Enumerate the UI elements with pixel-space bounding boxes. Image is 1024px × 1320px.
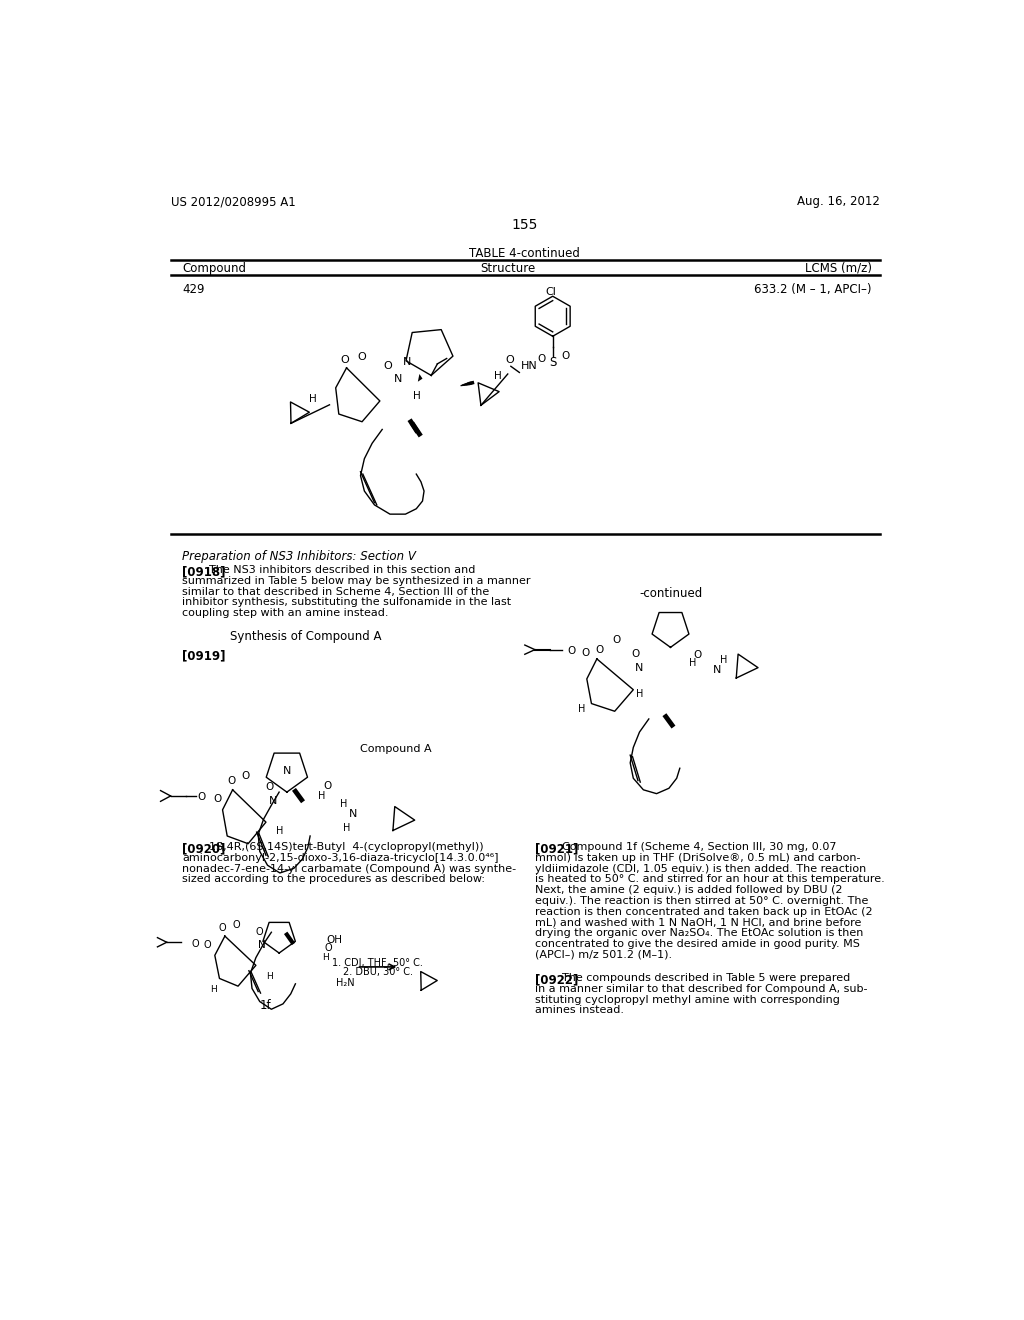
Text: Compound A: Compound A: [359, 743, 431, 754]
Text: [0918]: [0918]: [182, 565, 225, 578]
Text: O: O: [632, 649, 640, 659]
Text: H: H: [414, 391, 421, 400]
Text: O: O: [357, 352, 367, 362]
Text: is heated to 50° C. and stirred for an hour at this temperature.: is heated to 50° C. and stirred for an h…: [535, 875, 885, 884]
Text: Aug. 16, 2012: Aug. 16, 2012: [797, 195, 880, 209]
Text: O: O: [505, 355, 514, 366]
Text: H: H: [210, 986, 217, 994]
Text: aminocarbonyl-2,15-dioxo-3,16-diaza-tricyclo[14.3.0.0⁴⁶]: aminocarbonyl-2,15-dioxo-3,16-diaza-tric…: [182, 853, 499, 863]
Text: H: H: [217, 842, 224, 853]
Text: O: O: [198, 792, 206, 803]
Text: O: O: [582, 648, 590, 657]
Text: O: O: [232, 920, 241, 929]
Text: [0921]: [0921]: [535, 842, 579, 855]
Text: US 2012/0208995 A1: US 2012/0208995 A1: [171, 195, 295, 209]
Polygon shape: [418, 374, 423, 381]
Text: O: O: [325, 942, 332, 953]
Text: N: N: [258, 940, 266, 950]
Text: O: O: [265, 781, 273, 792]
Text: 2. DBU, 30° C.: 2. DBU, 30° C.: [343, 966, 413, 977]
Text: Compound 1f (Scheme 4, Section III, 30 mg, 0.07: Compound 1f (Scheme 4, Section III, 30 m…: [562, 842, 837, 853]
Text: H: H: [636, 689, 643, 698]
Text: equiv.). The reaction is then stirred at 50° C. overnight. The: equiv.). The reaction is then stirred at…: [535, 896, 868, 906]
Text: (APCI–) m/z 501.2 (M–1).: (APCI–) m/z 501.2 (M–1).: [535, 950, 672, 960]
Text: O: O: [219, 924, 226, 933]
Text: O: O: [256, 927, 263, 937]
Text: S: S: [549, 356, 556, 370]
Text: H: H: [343, 824, 350, 833]
Text: 633.2 (M – 1, APCI–): 633.2 (M – 1, APCI–): [755, 284, 872, 296]
Text: similar to that described in Scheme 4, Section III of the: similar to that described in Scheme 4, S…: [182, 586, 489, 597]
Text: O: O: [561, 351, 569, 360]
Text: H₂N: H₂N: [336, 978, 354, 989]
Text: H: H: [266, 972, 273, 981]
Text: H: H: [720, 656, 727, 665]
Text: Preparation of NS3 Inhibitors: Section V: Preparation of NS3 Inhibitors: Section V: [182, 549, 416, 562]
Text: mmol) is taken up in THF (DriSolve®, 0.5 mL) and carbon-: mmol) is taken up in THF (DriSolve®, 0.5…: [535, 853, 860, 863]
Text: O: O: [242, 771, 250, 781]
Text: O: O: [341, 355, 349, 366]
Text: H: H: [578, 704, 585, 714]
Text: -continued: -continued: [640, 586, 702, 599]
Text: H: H: [276, 825, 284, 836]
Text: [0920]: [0920]: [182, 842, 225, 855]
Text: O: O: [227, 776, 236, 785]
Text: N: N: [713, 665, 721, 676]
Text: H: H: [688, 657, 696, 668]
Text: HN: HN: [521, 362, 538, 371]
Text: inhibitor synthesis, substituting the sulfonamide in the last: inhibitor synthesis, substituting the su…: [182, 598, 511, 607]
Text: Structure: Structure: [480, 261, 536, 275]
Text: Compound: Compound: [182, 261, 246, 275]
Text: 1. CDI, THF, 50° C.: 1. CDI, THF, 50° C.: [332, 958, 423, 968]
Text: O: O: [567, 647, 575, 656]
Text: N: N: [348, 809, 357, 820]
Text: O: O: [213, 795, 221, 804]
Text: LCMS (m/z): LCMS (m/z): [805, 261, 872, 275]
Text: The NS3 inhibitors described in this section and: The NS3 inhibitors described in this sec…: [209, 565, 476, 576]
Text: H: H: [494, 371, 502, 380]
Text: 1S,4R,(6S,14S)tert-Butyl  4-(cyclopropyl(methyl)): 1S,4R,(6S,14S)tert-Butyl 4-(cyclopropyl(…: [209, 842, 484, 853]
Text: drying the organic over Na₂SO₄. The EtOAc solution is then: drying the organic over Na₂SO₄. The EtOA…: [535, 928, 863, 939]
Text: mL) and washed with 1 N NaOH, 1 N HCl, and brine before: mL) and washed with 1 N NaOH, 1 N HCl, a…: [535, 917, 861, 928]
Text: in a manner similar to that described for Compound A, sub-: in a manner similar to that described fo…: [535, 983, 867, 994]
Text: OH: OH: [327, 935, 342, 945]
Text: reaction is then concentrated and taken back up in EtOAc (2: reaction is then concentrated and taken …: [535, 907, 872, 917]
Text: O: O: [324, 781, 332, 791]
Text: N: N: [402, 358, 412, 367]
Text: N: N: [268, 796, 278, 807]
Text: N: N: [283, 766, 291, 776]
Text: O: O: [191, 939, 200, 949]
Text: H: H: [340, 799, 347, 809]
Text: O: O: [595, 644, 603, 655]
Text: O: O: [693, 649, 701, 660]
Text: coupling step with an amine instead.: coupling step with an amine instead.: [182, 609, 389, 618]
Text: 155: 155: [512, 218, 538, 232]
Text: H: H: [318, 791, 326, 801]
Text: Cl: Cl: [546, 286, 557, 297]
Text: H: H: [323, 953, 329, 962]
Text: amines instead.: amines instead.: [535, 1006, 624, 1015]
Text: [0922]: [0922]: [535, 973, 579, 986]
Text: N: N: [393, 375, 401, 384]
Text: concentrated to give the desired amide in good purity. MS: concentrated to give the desired amide i…: [535, 940, 860, 949]
Text: sized according to the procedures as described below:: sized according to the procedures as des…: [182, 875, 485, 884]
Text: N: N: [635, 663, 644, 673]
Text: O: O: [612, 635, 621, 644]
Text: TABLE 4-continued: TABLE 4-continued: [469, 247, 581, 260]
Text: O: O: [538, 354, 546, 363]
Text: Synthesis of Compound A: Synthesis of Compound A: [230, 630, 382, 643]
Text: stituting cyclopropyl methyl amine with corresponding: stituting cyclopropyl methyl amine with …: [535, 995, 840, 1005]
Text: summarized in Table 5 below may be synthesized in a manner: summarized in Table 5 below may be synth…: [182, 576, 530, 586]
Text: 1f: 1f: [260, 999, 271, 1012]
Text: H: H: [308, 395, 316, 404]
Text: nonadec-7-ene-14-yl carbamate (Compound A) was synthe-: nonadec-7-ene-14-yl carbamate (Compound …: [182, 863, 516, 874]
Text: The compounds described in Table 5 were prepared: The compounds described in Table 5 were …: [562, 973, 850, 983]
Text: yldiimidazole (CDI, 1.05 equiv.) is then added. The reaction: yldiimidazole (CDI, 1.05 equiv.) is then…: [535, 863, 866, 874]
Text: O: O: [383, 362, 392, 371]
Text: Next, the amine (2 equiv.) is added followed by DBU (2: Next, the amine (2 equiv.) is added foll…: [535, 886, 843, 895]
Text: [0919]: [0919]: [182, 649, 225, 663]
Text: O: O: [203, 940, 211, 950]
Text: 429: 429: [182, 284, 205, 296]
